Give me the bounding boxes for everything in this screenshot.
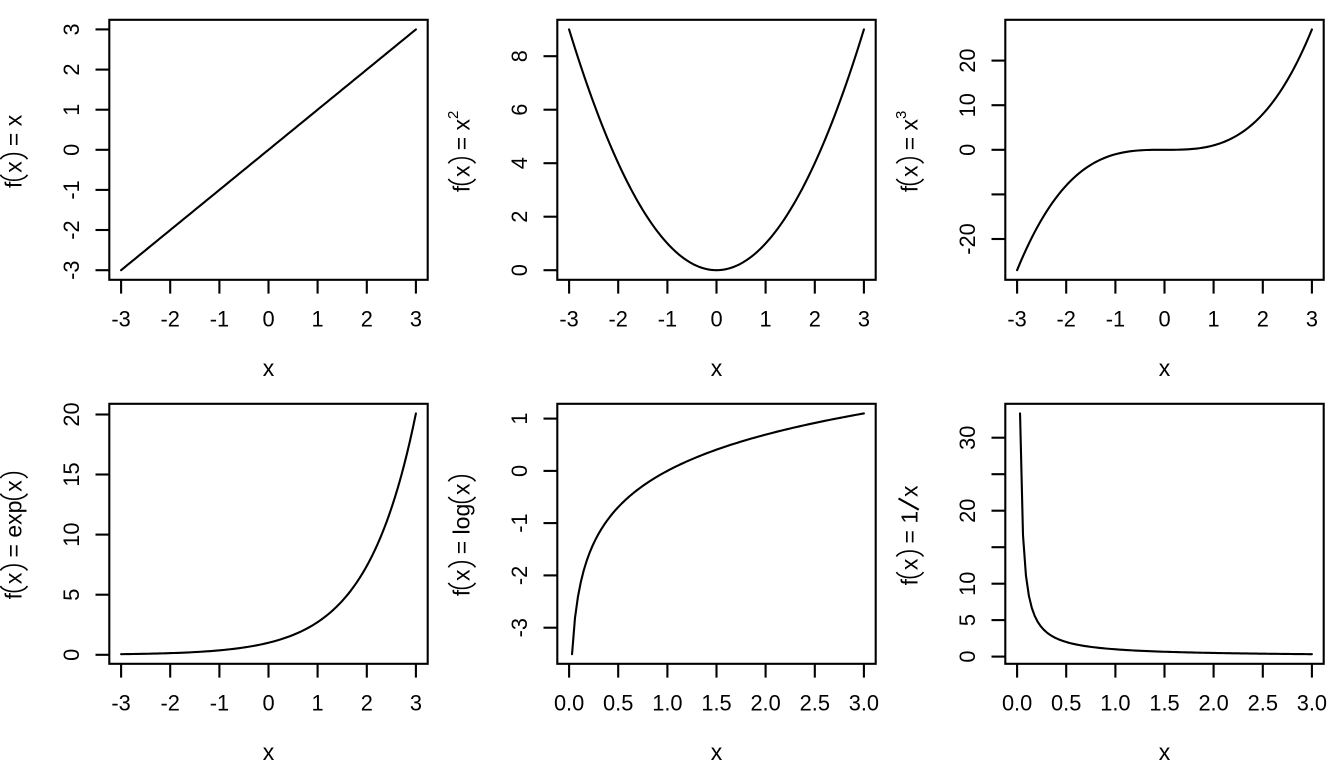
svg-text:20: 20 — [59, 402, 84, 426]
svg-text:-3: -3 — [59, 261, 84, 280]
svg-text:0: 0 — [1158, 307, 1170, 332]
svg-text:2: 2 — [809, 307, 821, 332]
svg-text:1.0: 1.0 — [1100, 691, 1130, 716]
svg-text:-2: -2 — [161, 307, 180, 332]
svg-text:-2: -2 — [609, 307, 628, 332]
svg-text:-3: -3 — [559, 307, 578, 332]
svg-text:-3: -3 — [111, 307, 130, 332]
svg-text:0: 0 — [507, 465, 532, 477]
svg-text:0: 0 — [59, 649, 84, 661]
svg-text:3: 3 — [410, 691, 422, 716]
svg-text:0: 0 — [262, 691, 274, 716]
svg-text:-1: -1 — [1106, 307, 1125, 332]
svg-text:-2: -2 — [507, 566, 532, 585]
svg-text:3.0: 3.0 — [849, 691, 879, 716]
svg-text:-1: -1 — [210, 691, 229, 716]
svg-text:1: 1 — [312, 307, 324, 332]
svg-text:0: 0 — [59, 144, 84, 156]
svg-text:0.0: 0.0 — [554, 691, 584, 716]
svg-text:10: 10 — [955, 93, 980, 117]
svg-text:2: 2 — [361, 307, 373, 332]
svg-text:3: 3 — [59, 23, 84, 35]
svg-text:0: 0 — [955, 651, 980, 663]
svg-text:-3: -3 — [1007, 307, 1026, 332]
svg-text:3.0: 3.0 — [1297, 691, 1327, 716]
svg-text:x: x — [263, 739, 275, 765]
svg-text:10: 10 — [955, 572, 980, 596]
svg-text:5: 5 — [59, 589, 84, 601]
svg-text:-1: -1 — [59, 180, 84, 199]
svg-text:x: x — [1159, 739, 1171, 765]
svg-text:x: x — [711, 739, 723, 765]
svg-text:x: x — [263, 355, 275, 381]
svg-text:2.0: 2.0 — [750, 691, 780, 716]
svg-text:2.5: 2.5 — [1248, 691, 1278, 716]
svg-text:15: 15 — [59, 462, 84, 486]
svg-text:5: 5 — [955, 614, 980, 626]
svg-text:-20: -20 — [955, 223, 980, 255]
svg-text:1: 1 — [507, 413, 532, 425]
svg-text:30: 30 — [955, 426, 980, 450]
svg-text:1: 1 — [312, 691, 324, 716]
svg-text:-1: -1 — [658, 307, 677, 332]
svg-text:0: 0 — [507, 264, 532, 276]
svg-text:2: 2 — [59, 64, 84, 76]
svg-text:3: 3 — [858, 307, 870, 332]
svg-text:2: 2 — [361, 691, 373, 716]
svg-text:4: 4 — [507, 157, 532, 169]
svg-text:20: 20 — [955, 48, 980, 72]
svg-text:2.0: 2.0 — [1198, 691, 1228, 716]
svg-text:6: 6 — [507, 104, 532, 116]
svg-text:0: 0 — [710, 307, 722, 332]
svg-text:-3: -3 — [111, 691, 130, 716]
svg-text:0: 0 — [955, 144, 980, 156]
svg-text:-2: -2 — [59, 220, 84, 239]
svg-text:3: 3 — [1306, 307, 1318, 332]
svg-text:1: 1 — [760, 307, 772, 332]
svg-text:0.5: 0.5 — [603, 691, 633, 716]
svg-text:0.0: 0.0 — [1002, 691, 1032, 716]
svg-text:-2: -2 — [1057, 307, 1076, 332]
svg-text:1: 1 — [1208, 307, 1220, 332]
svg-text:-3: -3 — [507, 618, 532, 637]
svg-text:2.5: 2.5 — [800, 691, 830, 716]
svg-text:10: 10 — [59, 522, 84, 546]
svg-text:1.0: 1.0 — [652, 691, 682, 716]
svg-text:-1: -1 — [507, 513, 532, 532]
svg-text:1.5: 1.5 — [1149, 691, 1179, 716]
svg-text:0.5: 0.5 — [1051, 691, 1081, 716]
svg-text:-2: -2 — [161, 691, 180, 716]
svg-text:fx = x: fx = x — [0, 114, 26, 188]
svg-text:3: 3 — [410, 307, 422, 332]
svg-text:1.5: 1.5 — [701, 691, 731, 716]
svg-text:8: 8 — [507, 50, 532, 62]
svg-text:20: 20 — [955, 499, 980, 523]
svg-text:0: 0 — [262, 307, 274, 332]
svg-text:x: x — [711, 355, 723, 381]
svg-text:2: 2 — [507, 211, 532, 223]
svg-text:-1: -1 — [210, 307, 229, 332]
svg-text:2: 2 — [1257, 307, 1269, 332]
svg-text:x: x — [1159, 355, 1171, 381]
svg-text:1: 1 — [59, 104, 84, 116]
